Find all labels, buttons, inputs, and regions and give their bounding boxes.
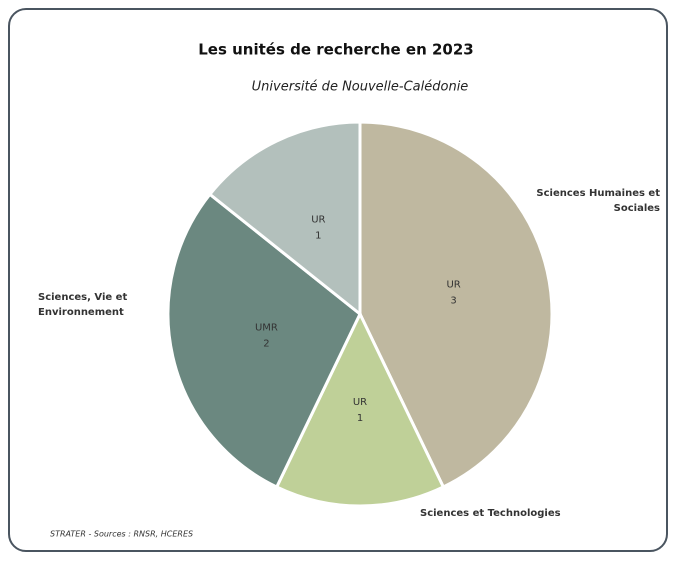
slice-category: UR xyxy=(446,280,460,291)
pie-slice xyxy=(358,120,554,489)
pie-slice xyxy=(274,310,446,508)
group-label: Sciences et Technologies xyxy=(420,508,561,519)
chart-subtitle: Université de Nouvelle-Calédonie xyxy=(252,80,469,95)
group-label: Sciences Humaines et Sociales xyxy=(536,188,660,214)
chart-card: Les unités de recherche en 2023 Universi… xyxy=(8,8,668,552)
slice-value: 3 xyxy=(450,296,456,307)
pie-slice xyxy=(166,192,362,489)
slice-value: 1 xyxy=(315,231,321,242)
slice-value: 1 xyxy=(357,413,363,424)
source-note: STRATER - Sources : RNSR, HCERES xyxy=(50,530,193,539)
slice-category: UR xyxy=(311,215,325,226)
chart-title: Les unités de recherche en 2023 xyxy=(198,41,474,59)
slice-category: UR xyxy=(353,397,367,408)
pie-slice xyxy=(207,120,362,318)
chart: Les unités de recherche en 2023 Universi… xyxy=(50,41,554,539)
slice-category: UMR xyxy=(255,322,278,333)
group-label: Sciences, Vie et Environnement xyxy=(38,292,128,318)
slice-value: 2 xyxy=(263,338,269,349)
